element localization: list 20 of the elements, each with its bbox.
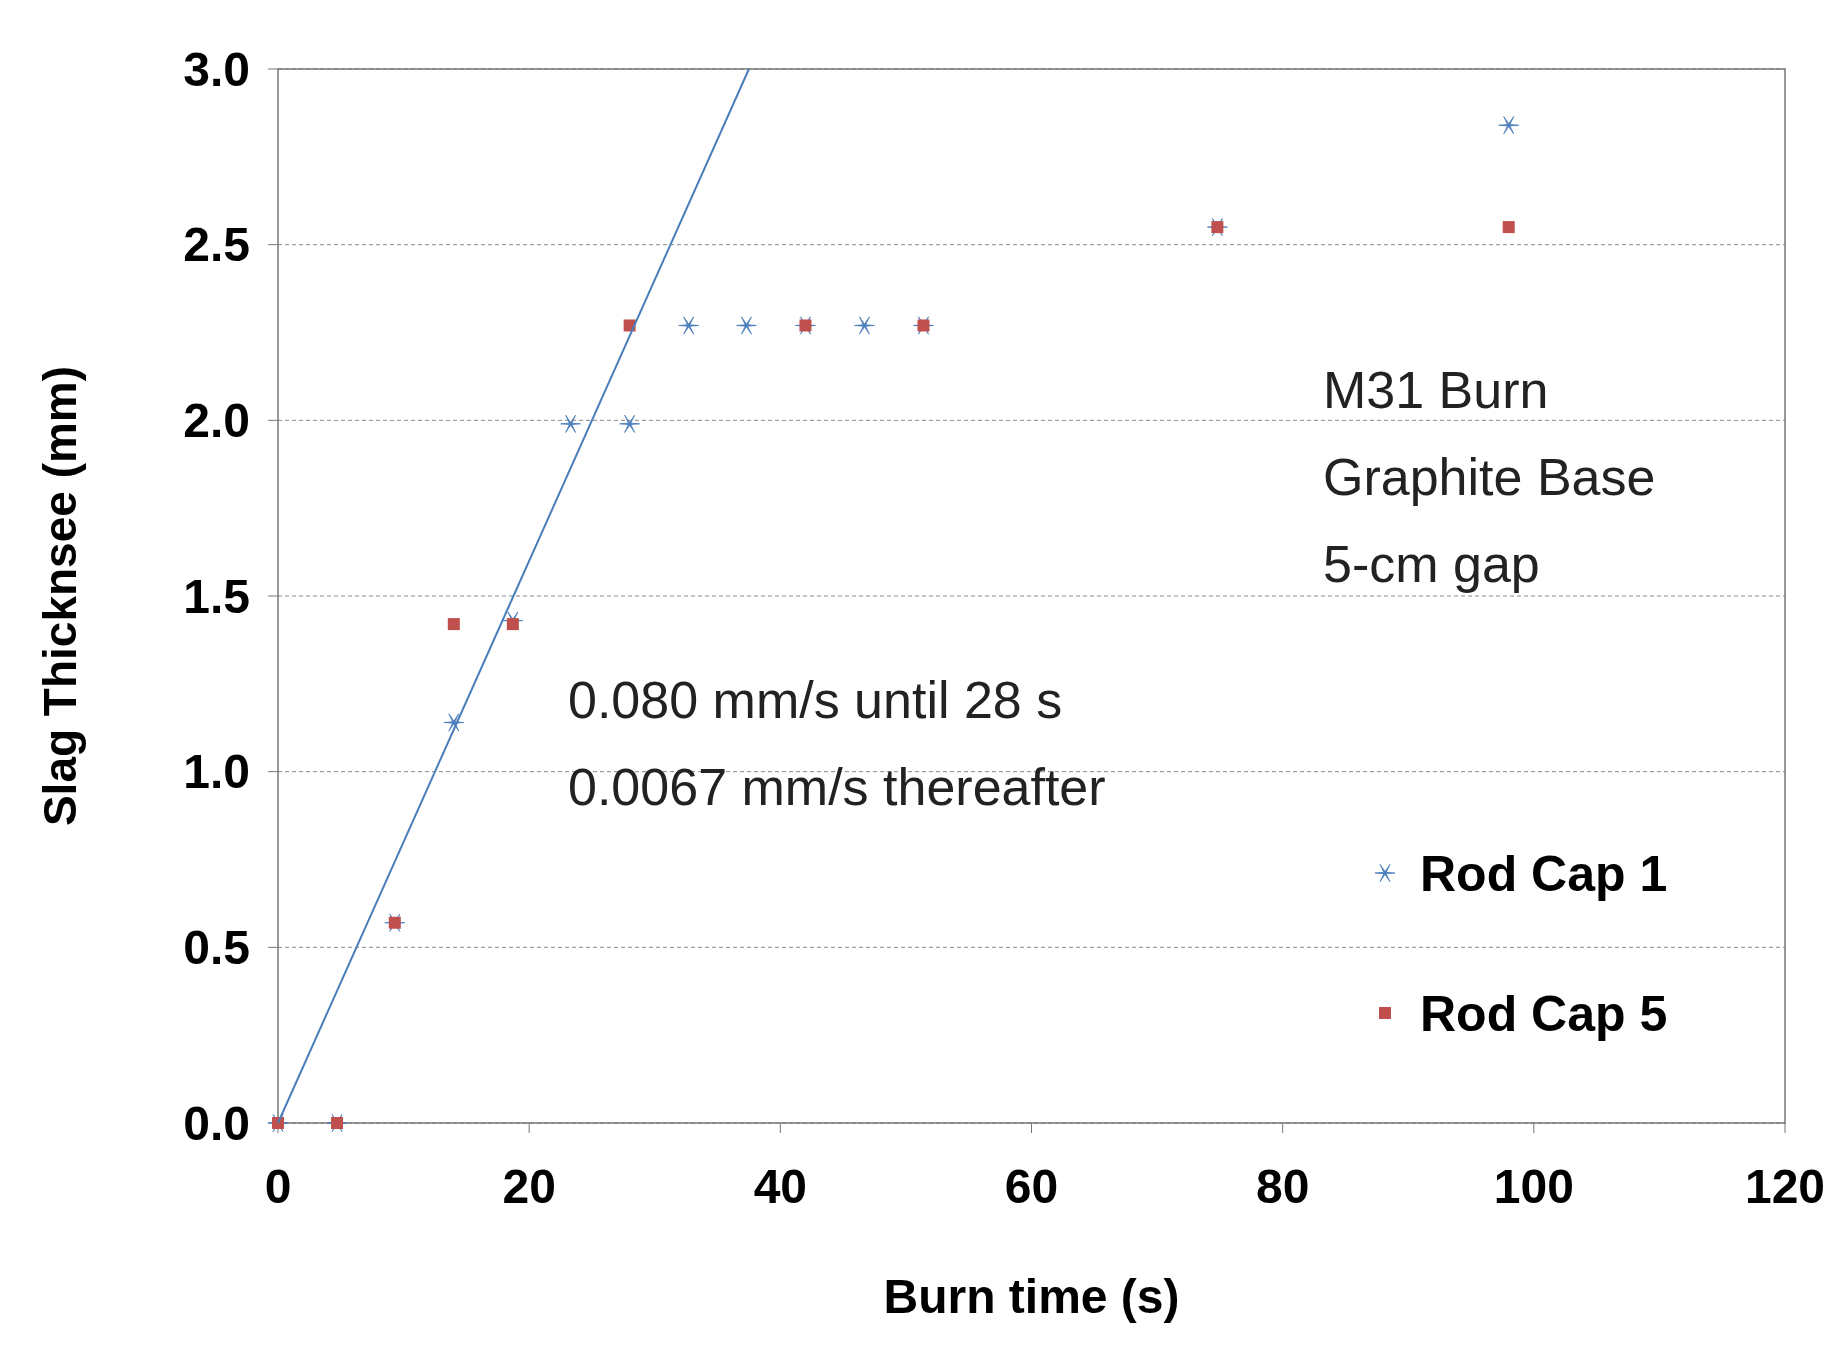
x-tick-label: 40 bbox=[753, 1160, 808, 1213]
annotation: 0.080 mm/s until 28 s 0.0067 mm/s thereafter bbox=[568, 671, 1106, 816]
x-tick-label: 60 bbox=[1004, 1160, 1059, 1213]
y-tick-label: 1.5 bbox=[183, 569, 250, 623]
x-tick-label: 0 bbox=[264, 1160, 292, 1213]
x-axis-title: Burn time (s) bbox=[883, 1270, 1180, 1323]
y-tick-label: 3.0 bbox=[183, 42, 250, 96]
legend-label: Rod Cap 5 bbox=[1420, 985, 1668, 1042]
legend-label: Rod Cap 1 bbox=[1420, 845, 1668, 902]
x-tick-label: 80 bbox=[1255, 1160, 1310, 1213]
y-tick-label: 0.5 bbox=[183, 921, 250, 975]
annotation: M31 Burn Graphite Base 5-cm gap bbox=[1323, 361, 1656, 593]
y-axis-title: Slag Thicknsee (mm) bbox=[34, 365, 86, 827]
x-tick-label: 20 bbox=[502, 1160, 556, 1213]
y-tick-label: 2.5 bbox=[183, 218, 250, 272]
x-tick-label: 100 bbox=[1493, 1160, 1574, 1213]
y-tick-label: 0.0 bbox=[183, 1096, 250, 1150]
x-tick-label: 120 bbox=[1744, 1160, 1826, 1213]
y-tick-label: 2.0 bbox=[183, 394, 250, 448]
y-tick-label: 1.0 bbox=[183, 745, 250, 799]
